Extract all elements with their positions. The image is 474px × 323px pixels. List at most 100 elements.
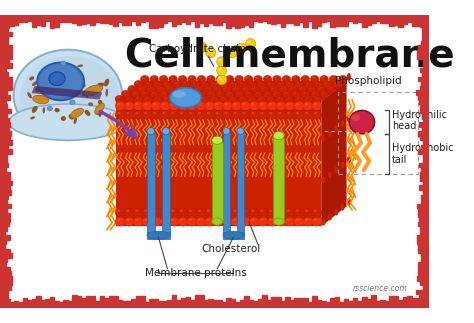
Ellipse shape bbox=[294, 217, 304, 226]
Ellipse shape bbox=[124, 101, 135, 110]
Ellipse shape bbox=[321, 135, 326, 142]
Bar bbox=[104, 16, 109, 24]
Ellipse shape bbox=[135, 210, 138, 212]
Bar bbox=[430, 16, 434, 24]
Ellipse shape bbox=[197, 42, 207, 52]
Ellipse shape bbox=[153, 210, 156, 212]
Ellipse shape bbox=[271, 87, 274, 89]
Bar bbox=[167, 16, 172, 22]
Ellipse shape bbox=[89, 103, 93, 106]
Ellipse shape bbox=[173, 90, 186, 98]
Ellipse shape bbox=[249, 101, 259, 110]
Ellipse shape bbox=[242, 210, 246, 212]
Bar bbox=[199, 16, 204, 23]
Bar bbox=[0, 113, 7, 118]
Bar bbox=[0, 136, 10, 140]
Ellipse shape bbox=[133, 208, 144, 217]
Ellipse shape bbox=[135, 112, 138, 114]
Bar bbox=[0, 267, 10, 271]
Ellipse shape bbox=[247, 95, 256, 103]
Ellipse shape bbox=[234, 103, 237, 105]
Ellipse shape bbox=[252, 87, 255, 89]
Ellipse shape bbox=[142, 101, 152, 110]
Ellipse shape bbox=[267, 217, 277, 226]
Bar bbox=[418, 95, 429, 99]
Ellipse shape bbox=[134, 80, 143, 88]
Ellipse shape bbox=[70, 71, 73, 75]
Ellipse shape bbox=[133, 92, 136, 93]
Ellipse shape bbox=[225, 219, 228, 221]
Bar bbox=[330, 16, 335, 27]
Ellipse shape bbox=[133, 217, 144, 226]
Ellipse shape bbox=[151, 208, 161, 217]
Bar bbox=[64, 300, 68, 307]
Bar bbox=[418, 77, 429, 81]
Bar bbox=[258, 16, 263, 22]
Bar bbox=[419, 45, 429, 50]
Ellipse shape bbox=[215, 87, 217, 89]
Bar bbox=[27, 16, 32, 21]
Ellipse shape bbox=[78, 65, 83, 67]
Ellipse shape bbox=[135, 103, 138, 105]
Ellipse shape bbox=[217, 66, 227, 76]
Bar bbox=[116, 101, 321, 226]
Bar bbox=[0, 154, 7, 158]
Bar bbox=[82, 297, 86, 307]
Ellipse shape bbox=[187, 110, 197, 120]
Ellipse shape bbox=[311, 101, 322, 110]
Ellipse shape bbox=[36, 87, 40, 92]
Bar bbox=[357, 16, 362, 22]
Bar bbox=[423, 190, 429, 194]
Ellipse shape bbox=[118, 219, 120, 221]
Bar bbox=[145, 302, 149, 307]
Bar bbox=[276, 297, 281, 307]
Ellipse shape bbox=[229, 50, 233, 53]
Bar bbox=[344, 16, 348, 26]
Bar bbox=[127, 16, 131, 25]
Ellipse shape bbox=[169, 217, 179, 226]
Bar bbox=[389, 16, 394, 26]
Ellipse shape bbox=[162, 95, 171, 103]
Bar bbox=[420, 231, 429, 235]
Ellipse shape bbox=[177, 87, 180, 89]
Bar bbox=[0, 199, 7, 203]
Ellipse shape bbox=[326, 85, 335, 93]
Ellipse shape bbox=[172, 95, 181, 103]
Bar bbox=[86, 296, 91, 307]
Bar bbox=[403, 297, 407, 307]
Ellipse shape bbox=[39, 77, 46, 82]
Bar bbox=[237, 133, 244, 235]
Ellipse shape bbox=[96, 85, 99, 90]
Bar bbox=[50, 16, 55, 28]
Ellipse shape bbox=[321, 176, 326, 184]
Ellipse shape bbox=[218, 59, 222, 62]
Bar bbox=[418, 50, 429, 54]
Bar bbox=[267, 16, 272, 23]
Ellipse shape bbox=[95, 103, 104, 114]
Ellipse shape bbox=[277, 82, 280, 84]
Bar bbox=[0, 63, 12, 68]
Ellipse shape bbox=[170, 88, 201, 108]
Bar bbox=[181, 298, 185, 307]
Ellipse shape bbox=[258, 101, 268, 110]
Ellipse shape bbox=[246, 92, 249, 93]
Bar bbox=[394, 16, 398, 26]
Ellipse shape bbox=[164, 97, 167, 99]
Ellipse shape bbox=[267, 208, 277, 217]
Ellipse shape bbox=[216, 219, 219, 221]
Ellipse shape bbox=[249, 82, 252, 84]
Ellipse shape bbox=[240, 101, 251, 110]
Ellipse shape bbox=[150, 75, 159, 83]
Bar bbox=[9, 302, 14, 307]
Bar bbox=[0, 23, 7, 27]
Ellipse shape bbox=[340, 162, 345, 169]
Ellipse shape bbox=[258, 208, 268, 217]
Ellipse shape bbox=[206, 90, 215, 98]
Bar bbox=[0, 289, 8, 294]
Ellipse shape bbox=[167, 87, 170, 89]
Ellipse shape bbox=[47, 106, 53, 111]
Bar bbox=[0, 222, 9, 226]
Ellipse shape bbox=[151, 110, 161, 120]
Bar bbox=[0, 77, 12, 81]
Ellipse shape bbox=[84, 90, 89, 97]
